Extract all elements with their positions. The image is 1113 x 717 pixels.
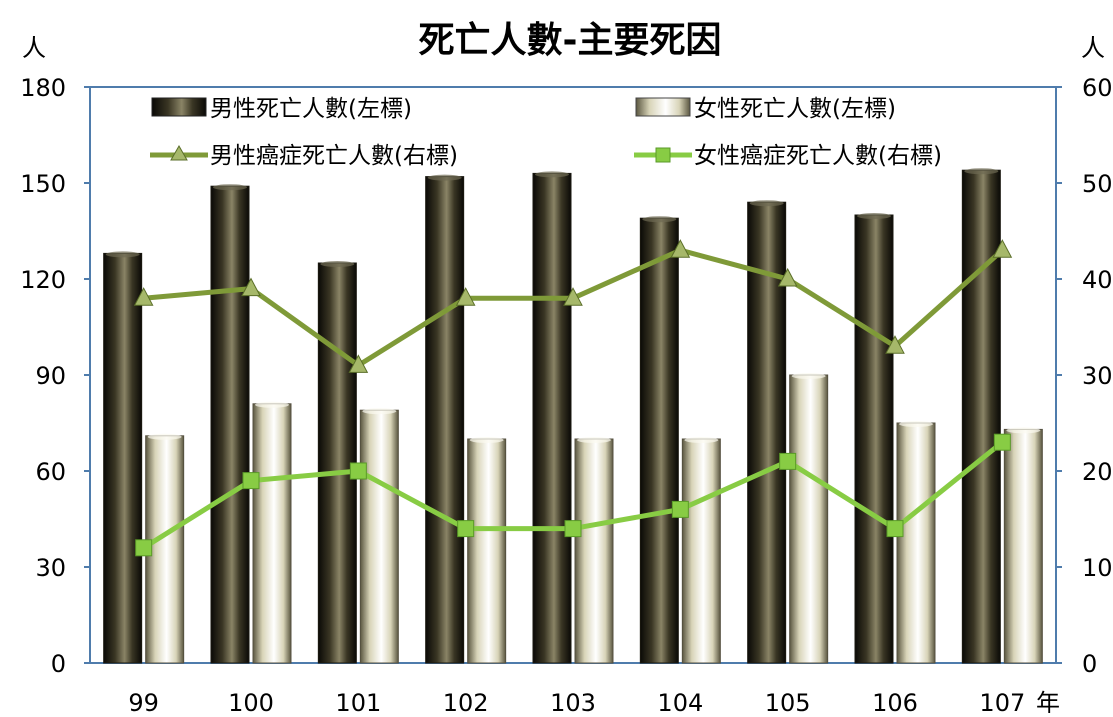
legend-label-male-deaths: 男性死亡人數(左標): [210, 96, 412, 122]
line-point: [885, 335, 905, 354]
line-point: [992, 239, 1013, 258]
bar-cap: [964, 168, 999, 175]
bar-cap: [255, 401, 289, 408]
x-tick-label: 104: [657, 689, 703, 713]
left-tick-label: 150: [20, 170, 66, 198]
bar-cap: [642, 216, 677, 223]
line-point: [133, 287, 154, 306]
bar: [854, 214, 894, 664]
line-point: [241, 277, 261, 297]
bar-cap: [791, 373, 826, 379]
bar-cap: [857, 213, 891, 219]
legend-item-female-deaths: 女性死亡人數(左標): [635, 96, 896, 122]
x-tick-label: 106: [872, 689, 918, 713]
bar-cap: [362, 408, 397, 415]
line-point: [779, 452, 797, 470]
left-tick-label: 90: [35, 362, 66, 390]
line-point: [457, 520, 475, 538]
line-point: [886, 520, 904, 538]
ticks-layer: 0 30 60 90 120 150 180 0 10 20 30 40 50 60 99 100 101 102…: [20, 74, 1113, 717]
line-point: [563, 287, 583, 306]
left-tick-label: 60: [35, 458, 66, 486]
bar-cap: [105, 251, 140, 258]
legend-item-female-cancer: 女性癌症死亡人數(右標): [634, 143, 942, 169]
bar-cap: [749, 200, 784, 207]
bar-cap: [535, 171, 569, 178]
bar: [961, 169, 1001, 664]
bar-cap: [147, 433, 182, 440]
bars-layer: [103, 168, 1043, 664]
x-tick-label: 99: [128, 689, 159, 713]
left-axis-unit: 人: [22, 34, 46, 62]
bar-cap: [899, 421, 933, 427]
line-point: [671, 500, 689, 518]
left-tick-label: 180: [20, 74, 66, 102]
bar: [532, 172, 572, 664]
bar-cap: [577, 437, 611, 443]
line-point: [349, 462, 367, 480]
bar: [639, 217, 679, 664]
line-point: [348, 354, 369, 373]
x-tick-label: 105: [765, 689, 811, 713]
x-tick-label: 102: [443, 689, 489, 713]
bar: [425, 176, 465, 664]
legend-swatch-female-deaths: [635, 97, 691, 117]
line-point: [670, 239, 691, 258]
bar: [1003, 428, 1043, 664]
legend-item-male-cancer: 男性癌症死亡人數(右標): [150, 143, 458, 169]
bar-cap: [1006, 427, 1041, 434]
right-tick-label: 50: [1082, 170, 1113, 198]
legend: 男性死亡人數(左標) 女性死亡人數(左標) 男性癌症死亡人數(右標) 女性癌症死…: [150, 96, 942, 169]
x-tick-label: 101: [335, 689, 381, 713]
line-point: [455, 287, 476, 306]
right-tick-label: 40: [1082, 266, 1113, 294]
bar-cap: [213, 184, 247, 191]
bar: [681, 438, 721, 664]
left-tick-label: 120: [20, 266, 66, 294]
bar-cap: [427, 174, 462, 181]
line-point: [242, 472, 260, 490]
legend-swatch-male-deaths: [151, 97, 207, 117]
bar: [359, 409, 399, 664]
right-tick-label: 30: [1082, 362, 1113, 390]
x-tick-label: 107: [979, 689, 1025, 713]
bar-cap: [684, 437, 719, 443]
left-tick-label: 0: [51, 650, 66, 678]
bar: [252, 403, 292, 664]
legend-label-female-cancer: 女性癌症死亡人數(右標): [694, 143, 942, 169]
line-point: [564, 520, 582, 538]
right-tick-label: 20: [1082, 458, 1113, 486]
x-tick-label: 100: [228, 689, 274, 713]
x-axis-unit: 年: [1036, 689, 1060, 713]
x-tick-label: 103: [550, 689, 596, 713]
legend-marker-female-cancer: [655, 147, 671, 163]
bar: [467, 438, 507, 664]
chart-title: 死亡人數-主要死因: [419, 20, 722, 61]
line-point: [993, 433, 1011, 451]
legend-item-male-deaths: 男性死亡人數(左標): [151, 96, 412, 122]
bar-cap: [469, 437, 504, 443]
right-tick-label: 60: [1082, 74, 1113, 102]
legend-label-female-deaths: 女性死亡人數(左標): [694, 96, 896, 122]
bar-cap: [320, 261, 355, 267]
bar: [210, 185, 250, 664]
bar: [574, 438, 614, 664]
legend-marker-male-cancer: [170, 144, 188, 161]
line-point: [777, 267, 798, 287]
bar: [896, 422, 936, 664]
right-tick-label: 0: [1082, 650, 1097, 678]
right-axis-unit: 人: [1081, 34, 1105, 62]
left-tick-label: 30: [35, 554, 66, 582]
legend-label-male-cancer: 男性癌症死亡人數(右標): [210, 143, 458, 169]
bar: [103, 252, 143, 664]
right-tick-label: 10: [1082, 554, 1113, 582]
lines-layer: [133, 239, 1013, 557]
line-point: [135, 539, 153, 557]
bar: [789, 374, 829, 664]
